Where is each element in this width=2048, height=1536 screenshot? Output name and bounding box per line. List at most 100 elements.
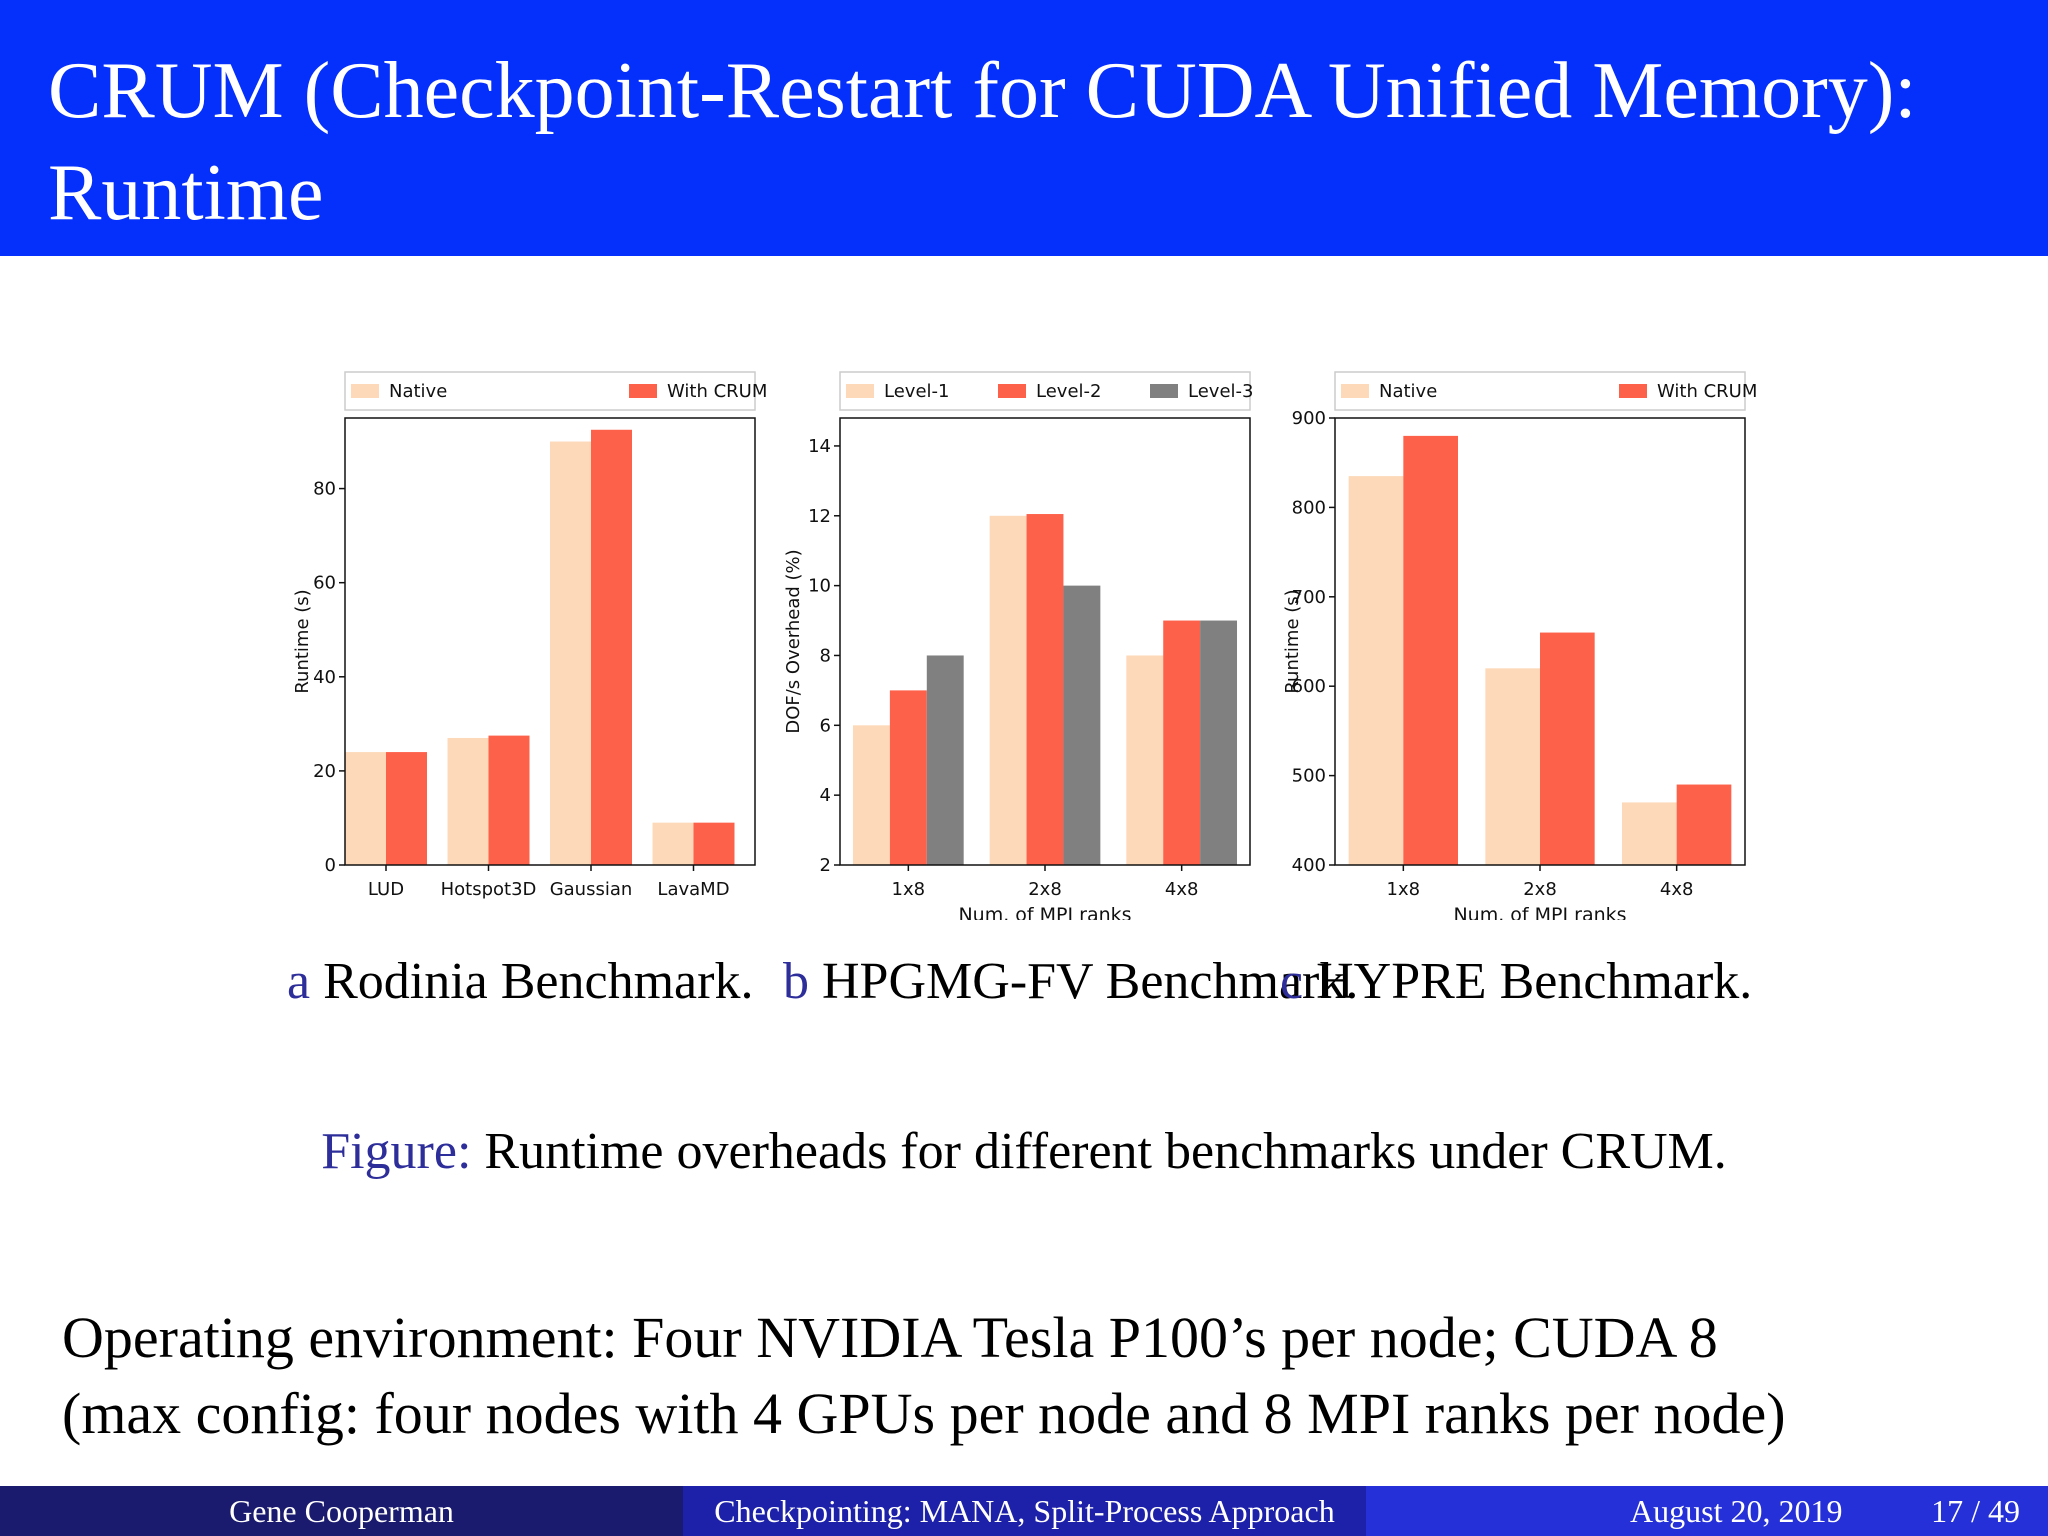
bar xyxy=(1200,620,1238,865)
bar xyxy=(1622,802,1677,865)
y-tick-label: 14 xyxy=(808,436,831,457)
y-tick-label: 2 xyxy=(820,855,831,876)
figure-caption-text: Runtime overheads for different benchmar… xyxy=(484,1123,1727,1180)
bar xyxy=(488,735,530,865)
y-tick-label: 6 xyxy=(820,715,831,736)
legend-label: Level-2 xyxy=(1036,381,1101,402)
figure-caption: Figure: Runtime overheads for different … xyxy=(0,1122,2048,1181)
bar xyxy=(693,822,735,865)
y-tick-label: 4 xyxy=(820,785,831,806)
bar xyxy=(447,737,489,865)
legend-box xyxy=(1334,371,1746,411)
footer-page-number: 17 / 49 xyxy=(1931,1493,2020,1529)
bar xyxy=(989,515,1027,865)
subcaption-b: b HPGMG-FV Benchmark. xyxy=(783,948,1358,1016)
bar xyxy=(1163,620,1201,865)
legend-box xyxy=(839,371,1251,411)
plot-frame xyxy=(839,417,1251,866)
x-tick-label: LUD xyxy=(368,879,404,900)
legend-label: With CRUM xyxy=(1657,381,1757,402)
legend-label: Native xyxy=(1379,381,1437,402)
x-tick-label: 2x8 xyxy=(1523,879,1557,900)
bar xyxy=(345,752,386,865)
bar xyxy=(926,655,964,865)
y-tick-label: 40 xyxy=(313,667,336,688)
subcaption-a-label: a xyxy=(287,953,311,1010)
y-tick-label: 10 xyxy=(808,576,831,597)
title-bar: CRUM (Checkpoint-Restart for CUDA Unifie… xyxy=(0,0,2048,256)
bar xyxy=(852,725,890,865)
hpgmg-chart: Level-1 Level-2 Level-3 1x8 2x8 4x8 2 4 6 8 10 12 14… xyxy=(775,360,1295,920)
plot-frame xyxy=(1334,417,1746,866)
bar xyxy=(889,690,927,865)
x-tick-label: 1x8 xyxy=(892,879,926,900)
figure-caption-label: Figure: xyxy=(321,1123,472,1180)
hypre-chart: Native With CRUM 1x8 2x8 4x8 400 500 600 700 800 9… xyxy=(1270,360,1790,920)
legend-swatch xyxy=(629,384,657,398)
legend-label: Level-1 xyxy=(884,381,949,402)
x-tick-label: 2x8 xyxy=(1028,879,1062,900)
bar xyxy=(1485,668,1540,865)
footer-right: August 20, 2019 17 / 49 xyxy=(1366,1486,2048,1536)
y-tick-label: 60 xyxy=(313,573,336,594)
bar xyxy=(1126,655,1164,865)
y-tick-label: 500 xyxy=(1292,766,1326,787)
legend-swatch xyxy=(1341,384,1369,398)
y-tick-label: 800 xyxy=(1292,497,1326,518)
bar xyxy=(591,429,632,865)
y-tick-label: 8 xyxy=(820,645,831,666)
subcaption-c-text: HYPRE Benchmark. xyxy=(1316,953,1753,1010)
y-tick-label: 700 xyxy=(1292,587,1326,608)
bar xyxy=(1540,632,1595,865)
bar xyxy=(1348,476,1404,865)
bar xyxy=(1676,784,1732,865)
y-tick-label: 0 xyxy=(325,855,336,876)
legend-swatch xyxy=(1619,384,1647,398)
subcaption-a-text: Rodinia Benchmark. xyxy=(323,953,754,1010)
legend-label: Native xyxy=(389,381,447,402)
subcaption-c-label: c xyxy=(1280,953,1304,1010)
x-tick-label: Hotspot3D xyxy=(441,879,537,900)
legend-swatch xyxy=(1150,384,1178,398)
y-tick-label: 20 xyxy=(313,761,336,782)
bar xyxy=(1026,514,1064,865)
bar xyxy=(1063,585,1101,865)
subcaption-a: a Rodinia Benchmark. xyxy=(287,948,753,1016)
y-tick-label: 80 xyxy=(313,479,336,500)
legend-swatch xyxy=(998,384,1026,398)
y-axis-label: Runtime (s) xyxy=(1282,589,1303,693)
footer-talk-title: Checkpointing: MANA, Split-Process Appro… xyxy=(683,1486,1366,1536)
footer-author: Gene Cooperman xyxy=(0,1486,683,1536)
environment-line-1: Operating environment: Four NVIDIA Tesla… xyxy=(62,1305,1718,1370)
bar xyxy=(386,752,427,865)
bar xyxy=(1403,435,1458,865)
x-tick-label: 1x8 xyxy=(1387,879,1421,900)
legend-swatch xyxy=(351,384,379,398)
x-tick-label: LavaMD xyxy=(657,879,729,900)
subcaption-b-label: b xyxy=(783,953,809,1010)
legend-swatch xyxy=(846,384,874,398)
y-tick-label: 900 xyxy=(1292,408,1326,429)
footer: Gene Cooperman Checkpointing: MANA, Spli… xyxy=(0,1486,2048,1536)
environment-text: Operating environment: Four NVIDIA Tesla… xyxy=(62,1300,2022,1452)
environment-line-2: (max config: four nodes with 4 GPUs per … xyxy=(62,1381,1786,1446)
footer-date: August 20, 2019 xyxy=(1630,1493,1843,1529)
x-tick-label: Gaussian xyxy=(550,879,633,900)
slide-title: CRUM (Checkpoint-Restart for CUDA Unifie… xyxy=(48,47,1917,237)
x-tick-label: 4x8 xyxy=(1660,879,1694,900)
bar xyxy=(652,822,694,865)
subcaption-b-text: HPGMG-FV Benchmark. xyxy=(822,953,1359,1010)
legend-box xyxy=(344,371,756,411)
subcaption-c: c HYPRE Benchmark. xyxy=(1280,948,1752,1016)
x-tick-label: 4x8 xyxy=(1165,879,1199,900)
legend-label: With CRUM xyxy=(667,381,767,402)
y-tick-label: 400 xyxy=(1292,855,1326,876)
x-axis-label: Num. of MPI ranks xyxy=(958,904,1131,920)
x-axis-label: Num. of MPI ranks xyxy=(1453,904,1626,920)
y-tick-label: 600 xyxy=(1292,676,1326,697)
legend-label: Level-3 xyxy=(1188,381,1253,402)
y-axis-label: DOF/s Overhead (%) xyxy=(783,549,804,733)
rodinia-chart: Native With CRUM LUD Hotspot3D Gaussian LavaM… xyxy=(280,360,800,920)
bar xyxy=(550,441,591,865)
y-tick-label: 12 xyxy=(808,506,831,527)
